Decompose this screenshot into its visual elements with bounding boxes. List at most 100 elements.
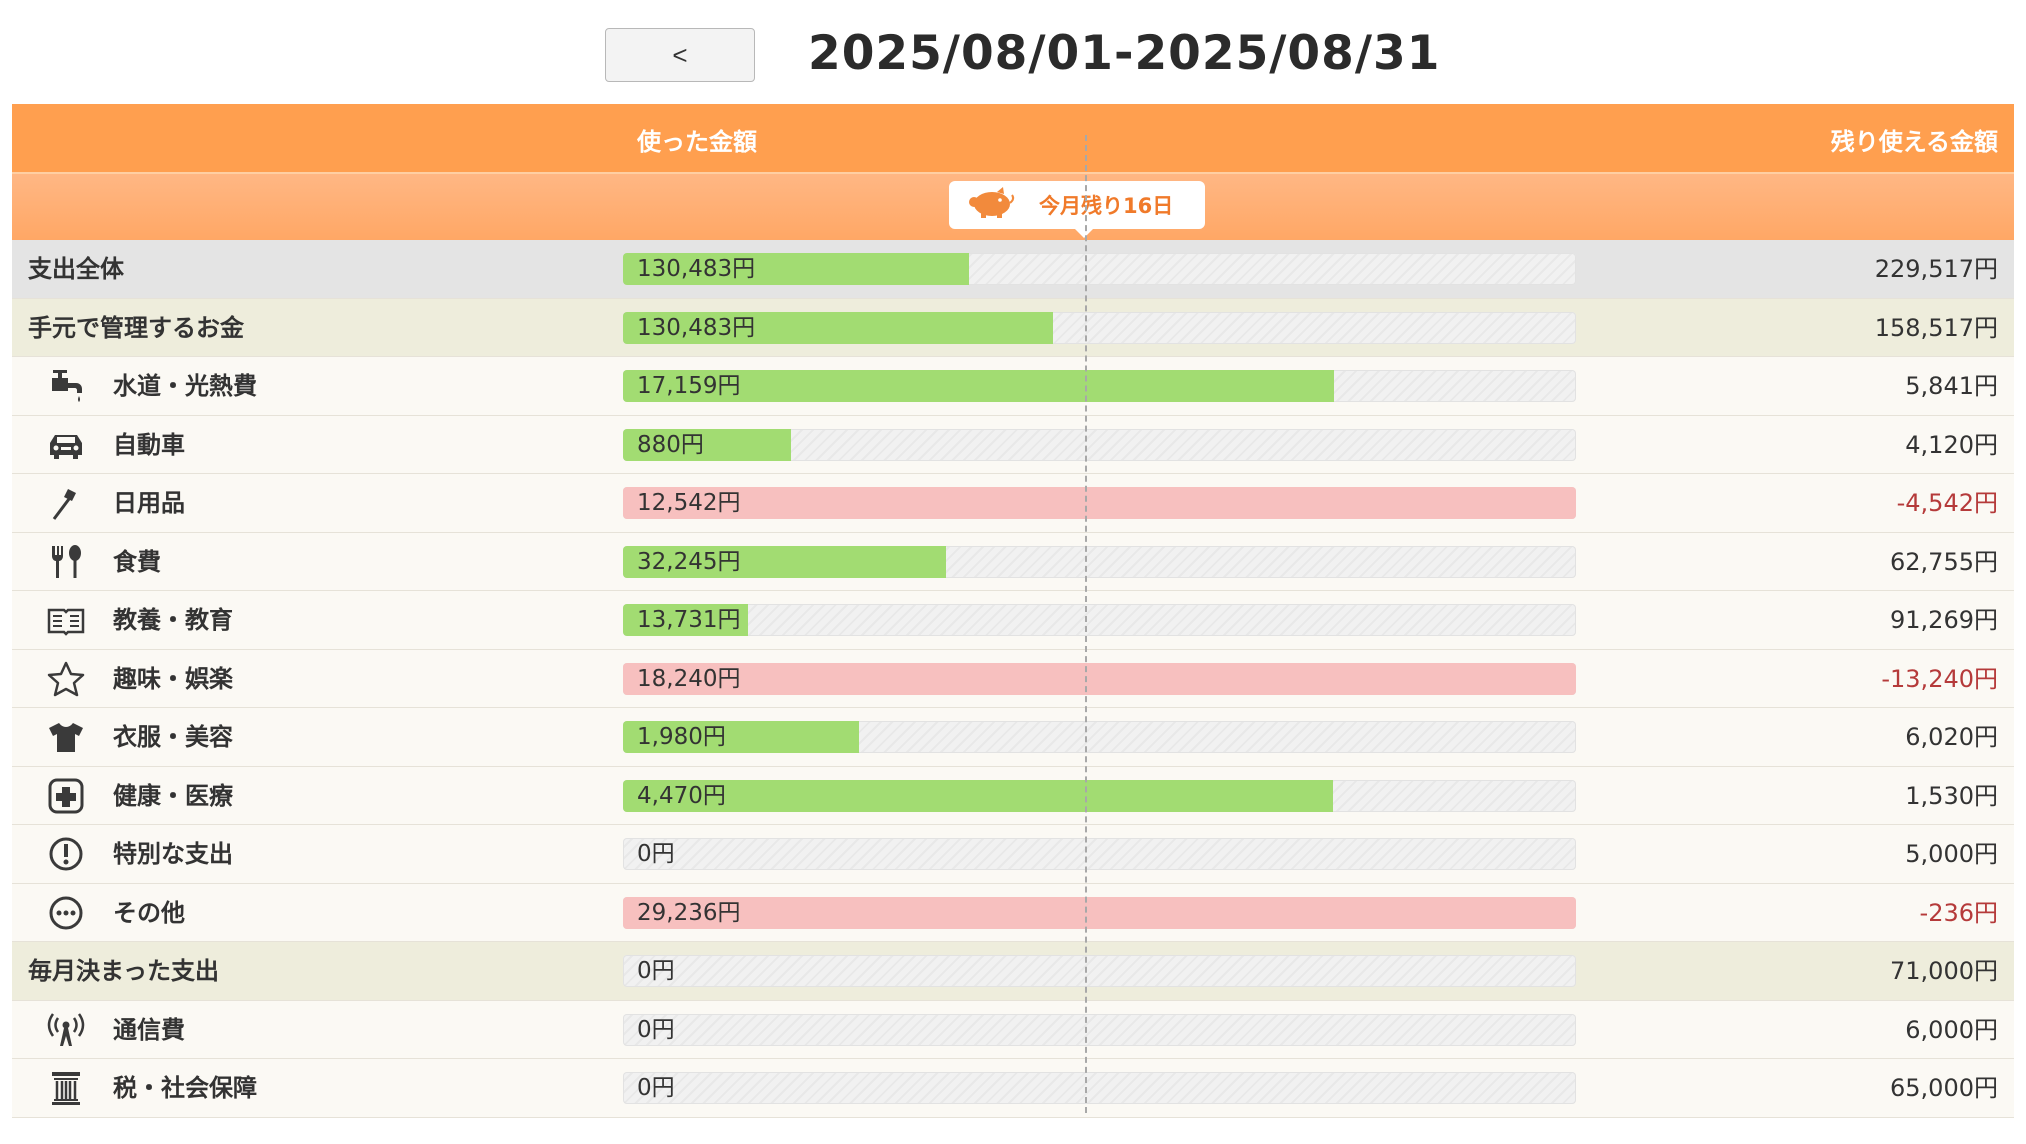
category-label: 特別な支出 [113,840,233,868]
previous-period-button[interactable]: < [605,28,755,82]
spent-amount: 0円 [637,1075,675,1101]
over-budget-fill [623,896,1576,929]
remaining-amount: 62,755円 [1890,547,1998,576]
row-utilities[interactable]: 水道・光熱費 17,159円 5,841円 [12,357,2014,416]
remaining-amount: -4,542円 [1896,489,1998,517]
spent-amount: 4,470円 [637,782,726,809]
category-label: 趣味・娯楽 [113,664,233,693]
row-fixed-expense[interactable]: 毎月決まった支出 0円 71,000円 [12,942,2014,1001]
remaining-amount: 71,000円 [1890,957,1998,985]
spent-amount: 0円 [637,1016,675,1043]
category-label: 通信費 [113,1015,185,1044]
spending-progress-bar: 0円 [623,838,1576,870]
spent-amount: 880円 [637,431,704,458]
spending-progress-bar: 0円 [623,1013,1576,1046]
spent-fill [623,370,1334,402]
spending-progress-bar: 0円 [623,955,1576,987]
category-label: 自動車 [113,430,185,459]
medical-cross-icon [46,778,86,814]
over-budget-fill [623,662,1576,695]
spending-progress-bar: 17,159円 [623,370,1576,402]
category-label: 日用品 [113,489,185,517]
spent-amount: 130,483円 [637,256,756,282]
category-label: 教養・教育 [113,606,233,634]
car-icon [46,427,86,463]
remaining-amount: 4,120円 [1905,430,1998,459]
days-left-text: 今月残り16日 [1039,194,1174,218]
spent-fill [623,545,947,578]
ellipsis-circle-icon [46,895,86,931]
spent-fill [623,604,748,636]
row-tax[interactable]: 税・社会保障 0円 65,000円 [12,1059,2014,1118]
row-car[interactable]: 自動車 880円 4,120円 [12,415,2014,474]
category-label: 水道・光熱費 [113,372,257,400]
star-icon [46,661,86,697]
spent-amount: 29,236円 [637,899,741,926]
over-budget-fill [623,487,1576,519]
category-label: 食費 [113,547,161,576]
spending-progress-bar: 130,483円 [623,253,1576,285]
exclamation-circle-icon [46,836,86,872]
fork-spoon-icon [46,544,86,580]
antenna-icon [46,1012,86,1048]
piggy-bank-icon [967,187,1017,223]
spent-fill [623,721,860,753]
shirt-icon [46,719,86,755]
row-food[interactable]: 食費 32,245円 62,755円 [12,532,2014,591]
row-hobby[interactable]: 趣味・娯楽 18,240円 -13,240円 [12,649,2014,708]
row-daily-goods[interactable]: 日用品 12,542円 -4,542円 [12,474,2014,533]
remaining-amount: 5,841円 [1905,372,1998,400]
pillar-icon [46,1070,86,1106]
spent-fill [623,311,1053,344]
category-label: 税・社会保障 [113,1074,257,1102]
row-other[interactable]: その他 29,236円 -236円 [12,883,2014,942]
spending-progress-bar: 0円 [623,1072,1576,1104]
remaining-amount: 65,000円 [1890,1074,1998,1102]
spent-amount: 17,159円 [637,373,741,399]
row-clothing[interactable]: 衣服・美容 1,980円 6,020円 [12,708,2014,767]
spent-fill [623,779,1333,812]
remaining-column-header: 残り使える金額 [1830,128,1998,156]
remaining-amount: 6,020円 [1905,723,1998,751]
row-health[interactable]: 健康・医療 4,470円 1,530円 [12,766,2014,825]
remaining-amount: 6,000円 [1905,1015,1998,1044]
remaining-amount: -236円 [1919,898,1998,927]
category-label: 手元で管理するお金 [28,313,244,342]
remaining-amount: 91,269円 [1890,606,1998,634]
spent-fill [623,253,969,285]
table-header: 使った金額 残り使える金額 [12,104,2014,174]
spent-amount: 1,980円 [637,724,726,750]
spending-progress-bar: 13,731円 [623,604,1576,636]
spent-amount: 18,240円 [637,665,741,692]
days-left-badge: 今月残り16日 [949,181,1205,238]
row-total-expense[interactable]: 支出全体 130,483円 229,517円 [12,240,2014,299]
category-label: 毎月決まった支出 [28,957,220,985]
row-communication[interactable]: 通信費 0円 6,000円 [12,1000,2014,1059]
spending-progress-bar: 880円 [623,428,1576,461]
spending-progress-bar: 130,483円 [623,311,1576,344]
faucet-icon [46,368,86,404]
spending-progress-bar: 29,236円 [623,896,1576,929]
budget-rows: 支出全体 130,483円 229,517円 手元で管理するお金 130,483円 158… [12,240,2014,1118]
remaining-amount: 1,530円 [1905,781,1998,810]
spent-amount: 0円 [637,841,675,867]
spent-amount: 0円 [637,958,675,984]
category-label: 支出全体 [28,255,124,283]
spent-amount: 130,483円 [637,314,756,341]
spent-fill [623,428,791,461]
remaining-amount: 158,517円 [1874,313,1998,342]
row-managed-money[interactable]: 手元で管理するお金 130,483円 158,517円 [12,298,2014,357]
row-education[interactable]: 教養・教育 13,731円 91,269円 [12,591,2014,650]
days-left-bar: 今月残り16日 [12,174,2014,240]
toothbrush-icon [46,485,86,521]
period-navigation: < 2025/08/01-2025/08/31 [0,0,2026,104]
spending-progress-bar: 18,240円 [623,662,1576,695]
spent-amount: 13,731円 [637,607,741,633]
remaining-amount: 5,000円 [1905,840,1998,868]
remaining-amount: -13,240円 [1881,664,1998,693]
category-label: 健康・医療 [113,781,233,810]
spending-progress-bar: 4,470円 [623,779,1576,812]
book-icon [46,602,86,638]
category-label: その他 [113,898,185,927]
row-special[interactable]: 特別な支出 0円 5,000円 [12,825,2014,884]
